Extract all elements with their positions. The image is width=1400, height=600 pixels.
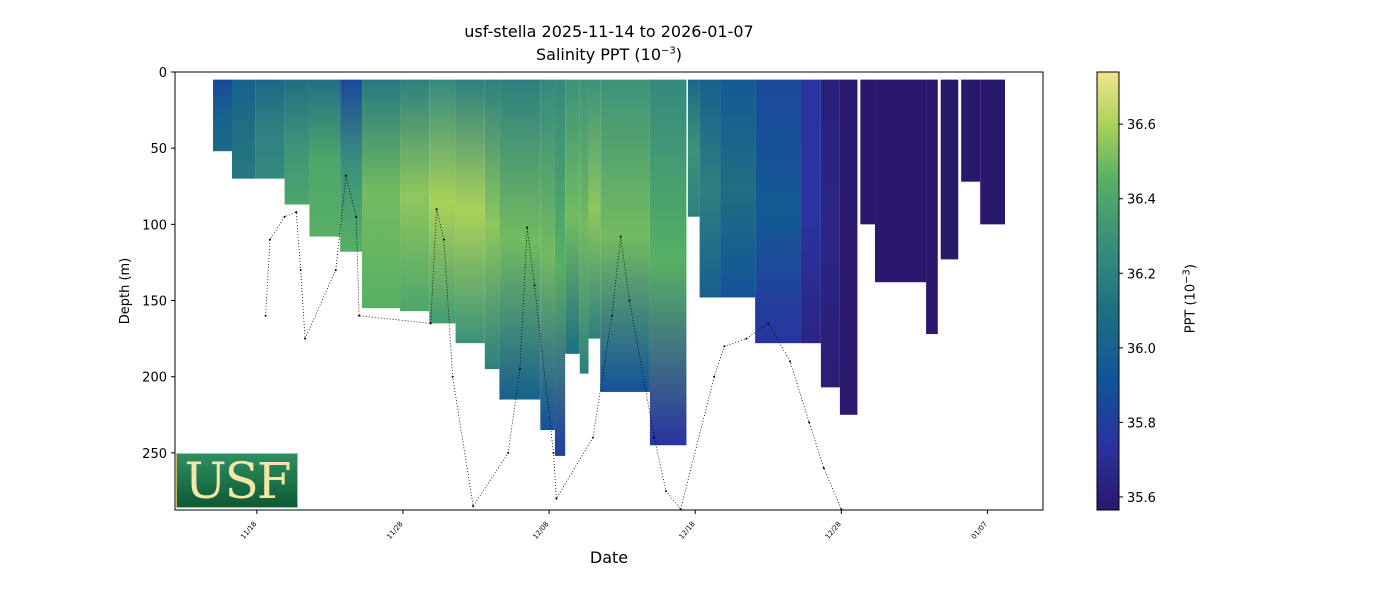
colorbar-label-suffix: ) xyxy=(1183,264,1199,270)
seafloor-point xyxy=(822,467,825,470)
subtitle-suffix: ) xyxy=(675,45,683,64)
profile-column xyxy=(540,79,555,431)
profile-column xyxy=(484,79,500,370)
seafloor-point xyxy=(358,314,361,317)
profile-column xyxy=(720,79,756,298)
profile-column xyxy=(309,79,341,237)
x-axis-label: Date xyxy=(590,548,628,567)
colorbar-tick-label: 36.4 xyxy=(1127,193,1156,208)
colorbar-tick-label: 36.6 xyxy=(1127,118,1156,133)
profile-column xyxy=(284,79,310,205)
y-axis-label: Depth (m) xyxy=(118,258,133,325)
profile-column xyxy=(800,79,821,344)
profile-column xyxy=(961,79,981,182)
x-tick-label: 01/07 xyxy=(970,520,989,541)
profile-column xyxy=(874,79,927,283)
colorbar-label-text: PPT (10 xyxy=(1183,283,1199,334)
subtitle-exponent: −3 xyxy=(661,45,676,57)
profile-column xyxy=(940,79,959,260)
colorbar-label: PPT (10−3) xyxy=(1181,249,1198,349)
subtitle-text: Salinity PPT (10 xyxy=(535,45,662,64)
usf-logo: USF xyxy=(176,453,298,509)
profile-column xyxy=(212,79,232,152)
profile-column xyxy=(340,79,363,252)
profile-column xyxy=(554,79,566,456)
seafloor-point xyxy=(619,235,622,238)
seafloor-point xyxy=(295,211,298,214)
profile-column xyxy=(649,79,687,446)
profile-column xyxy=(980,79,1006,225)
profile-column xyxy=(231,79,256,179)
colorbar-tick-label: 35.6 xyxy=(1127,491,1156,506)
colorbar-label-exponent: −3 xyxy=(1181,269,1193,284)
profile-column xyxy=(400,79,430,312)
profile-column xyxy=(565,79,580,354)
x-tick-label: 11/28 xyxy=(385,520,404,541)
profile-column xyxy=(820,79,840,388)
seafloor-point xyxy=(429,322,432,325)
seafloor-point xyxy=(555,497,558,500)
y-tick-label: 0 xyxy=(159,66,167,81)
profile-column xyxy=(600,79,650,392)
plot-frame xyxy=(174,71,1044,511)
x-tick-label: 11/18 xyxy=(239,520,258,541)
seafloor-point xyxy=(610,314,613,317)
chart-subtitle: Salinity PPT (10−3) xyxy=(0,45,1218,64)
seafloor-point xyxy=(344,174,347,177)
profile-column xyxy=(860,79,875,225)
profile-column xyxy=(455,79,485,344)
colorbar-tick-label: 36.2 xyxy=(1127,267,1156,282)
profile-column xyxy=(588,79,601,339)
colorbar-tick-label: 35.8 xyxy=(1127,416,1156,431)
profile-column xyxy=(699,79,721,298)
seafloor-point xyxy=(355,215,358,218)
seafloor-point xyxy=(268,238,271,241)
x-tick-label: 12/28 xyxy=(824,520,843,541)
y-tick-label: 150 xyxy=(142,295,167,310)
seafloor-point xyxy=(808,421,811,424)
profile-column xyxy=(429,79,456,324)
colorbar-tick-label: 36.0 xyxy=(1127,342,1156,357)
seafloor-point xyxy=(628,299,631,302)
chart-title: usf-stella 2025-11-14 to 2026-01-07 xyxy=(464,22,754,41)
profile-column xyxy=(839,79,858,415)
colorbar xyxy=(1096,71,1120,511)
y-tick-label: 50 xyxy=(150,142,167,157)
seafloor-point xyxy=(526,226,529,229)
profile-column xyxy=(687,79,700,217)
profile-column xyxy=(755,79,801,344)
profile-column xyxy=(579,79,589,374)
x-tick-label: 12/18 xyxy=(678,520,697,541)
y-tick-label: 100 xyxy=(142,218,167,233)
x-tick-label: 12/08 xyxy=(532,520,551,541)
profile-column xyxy=(362,79,401,309)
profile-column xyxy=(499,79,541,400)
profile-column xyxy=(255,79,285,179)
seafloor-point xyxy=(334,269,337,272)
y-tick-label: 200 xyxy=(142,371,167,386)
profile-column xyxy=(926,79,938,335)
y-tick-label: 250 xyxy=(142,447,167,462)
